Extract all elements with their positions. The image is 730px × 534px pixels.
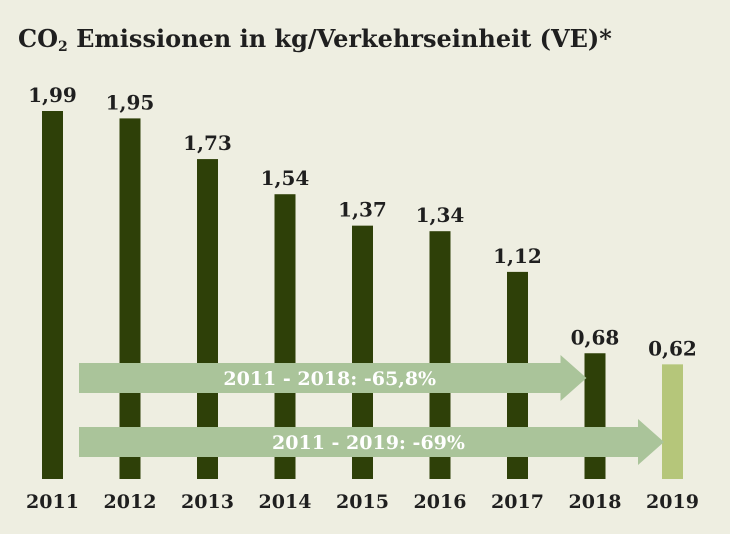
- value-label-2014: 1,54: [261, 166, 310, 190]
- x-tick-2015: 2015: [336, 491, 389, 513]
- bar-2013: [197, 159, 218, 480]
- value-label-2015: 1,37: [338, 198, 387, 222]
- chart-title-rest: Emissionen in kg/Verkehrseinheit (VE)*: [67, 24, 612, 53]
- chart-title-subscript: 2: [58, 39, 68, 55]
- annotation-label-1: 2011 - 2018: -65,8%: [223, 368, 436, 390]
- annotation-arrow-2: [79, 419, 664, 465]
- bar-2015: [352, 225, 373, 479]
- bar-2019: [662, 364, 683, 479]
- x-tick-2016: 2016: [414, 491, 467, 513]
- value-label-2018: 0,68: [571, 325, 620, 349]
- value-label-2013: 1,73: [183, 131, 232, 155]
- value-label-2011: 1,99: [28, 83, 77, 107]
- annotation-label-2: 2011 - 2019: -69%: [272, 432, 465, 454]
- chart-title: CO2 Emissionen in kg/Verkehrseinheit (VE…: [18, 24, 612, 55]
- x-tick-2013: 2013: [181, 491, 234, 513]
- bar-2018: [584, 353, 606, 479]
- bar-2011: [42, 111, 63, 479]
- bar-2016: [429, 231, 451, 479]
- x-tick-2012: 2012: [104, 491, 157, 513]
- bar-2014: [274, 194, 296, 480]
- chart-title-prefix: CO: [18, 24, 59, 53]
- value-label-2017: 1,12: [493, 244, 542, 268]
- value-label-2019: 0,62: [648, 336, 697, 360]
- x-tick-2017: 2017: [491, 491, 544, 513]
- x-tick-2018: 2018: [569, 491, 622, 513]
- x-tick-2011: 2011: [26, 491, 79, 513]
- value-label-2012: 1,95: [106, 90, 155, 114]
- x-tick-2019: 2019: [646, 491, 699, 513]
- annotation-arrow-1: [79, 355, 587, 401]
- x-tick-2014: 2014: [259, 491, 312, 513]
- bar-2012: [119, 118, 141, 480]
- value-label-2016: 1,34: [416, 203, 465, 227]
